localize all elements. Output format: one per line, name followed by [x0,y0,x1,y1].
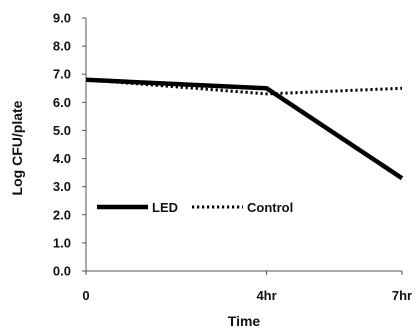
legend-label-control: Control [247,200,293,215]
y-tick-label: 8.0 [53,39,71,54]
x-tick-label: 7hr [392,288,412,303]
series-line-control [85,78,403,96]
y-tick-label: 3.0 [53,179,71,194]
y-tick-label: 6.0 [53,95,71,110]
y-tick-label: 1.0 [53,235,71,250]
legend: LED Control [97,200,293,215]
x-tick-label: 4hr [256,288,276,303]
legend-label-led: LED [152,200,178,215]
x-tick-labels: 0 4hr 7hr [82,288,412,303]
series-line-led [85,77,404,181]
axes [82,17,403,275]
y-axis-title: Log CFU/plate [9,100,25,195]
x-axis-title: Time [228,313,261,329]
y-tick-labels: 0.0 1.0 2.0 3.0 4.0 5.0 6.0 7.0 8.0 9.0 [53,11,71,279]
y-tick-label: 5.0 [53,123,71,138]
x-tick-label: 0 [82,288,89,303]
y-tick-label: 7.0 [53,67,71,82]
y-tick-label: 0.0 [53,264,71,279]
y-tick-label: 9.0 [53,11,71,26]
y-tick-label: 2.0 [53,207,71,222]
series-lines [85,77,404,181]
y-tick-label: 4.0 [53,151,71,166]
